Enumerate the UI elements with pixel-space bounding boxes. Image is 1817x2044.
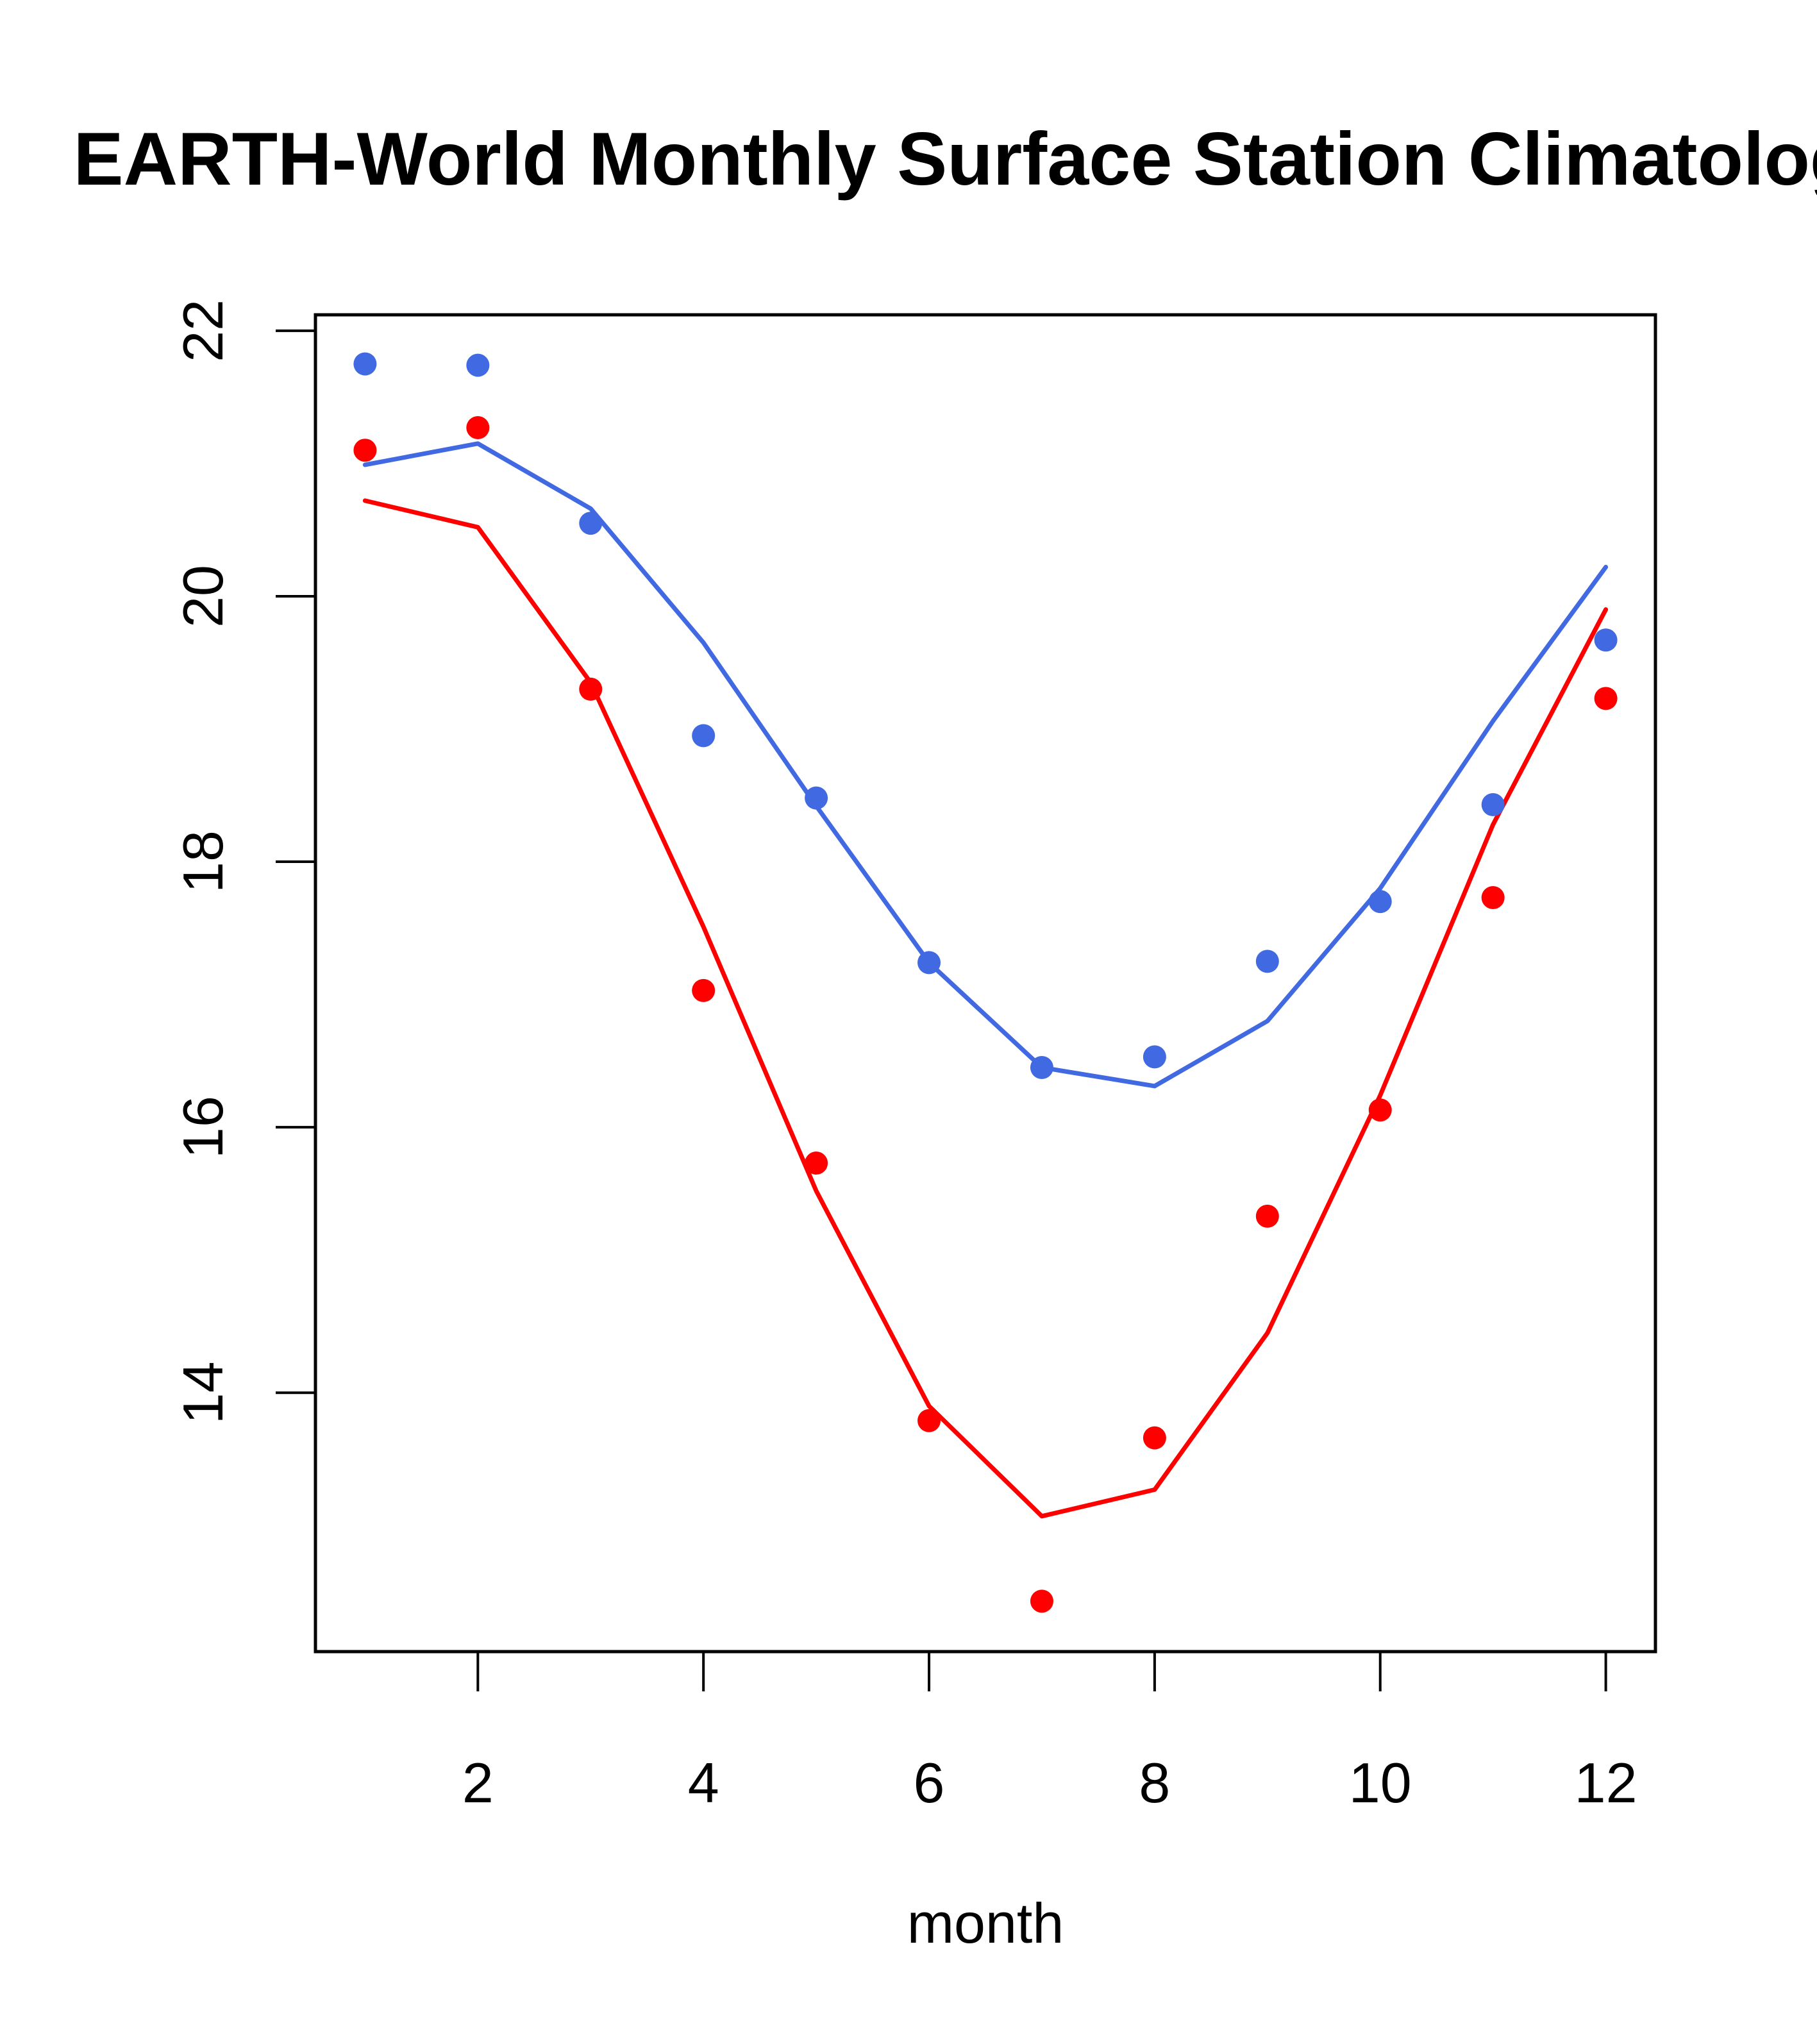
x-axis: 2 4 6 8 10 12 — [462, 1652, 1637, 1814]
blue-point — [466, 353, 490, 377]
x-tick-label: 8 — [1139, 1751, 1170, 1814]
red-point — [917, 1409, 941, 1432]
blue-point — [1143, 1045, 1166, 1069]
x-tick-label: 12 — [1575, 1751, 1637, 1814]
x-axis-label: month — [907, 1891, 1064, 1955]
blue-point — [1255, 950, 1279, 973]
red-point — [1481, 885, 1505, 909]
red-point — [1030, 1589, 1053, 1613]
red-point — [353, 439, 377, 462]
red-point — [805, 1152, 828, 1175]
x-tick-label: 6 — [914, 1751, 945, 1814]
blue-point — [353, 352, 377, 376]
red-point — [1255, 1204, 1279, 1228]
y-tick-label: 20 — [171, 565, 235, 628]
y-tick-label: 22 — [171, 299, 235, 362]
plot-frame — [314, 313, 1657, 1654]
y-axis: 14 16 18 20 22 — [171, 299, 315, 1424]
red-point — [692, 978, 716, 1002]
red-point — [466, 415, 490, 439]
blue-line-series — [362, 441, 1609, 1089]
blue-point — [917, 951, 941, 975]
series-layer — [353, 352, 1618, 1613]
y-tick-label: 16 — [171, 1096, 235, 1159]
chart-title: EARTH-World Monthly Surface Station Clim… — [74, 117, 1817, 201]
blue-point — [579, 512, 603, 535]
x-tick-label: 4 — [688, 1751, 719, 1814]
blue-point — [805, 786, 828, 810]
red-point — [1143, 1426, 1166, 1450]
blue-point — [1594, 628, 1618, 652]
red-point — [579, 677, 603, 701]
x-tick-label: 10 — [1349, 1751, 1412, 1814]
red-point — [1368, 1098, 1392, 1122]
red-point — [1594, 687, 1618, 710]
y-tick-label: 14 — [171, 1361, 235, 1424]
blue-point — [1030, 1055, 1053, 1079]
blue-point — [1481, 793, 1505, 817]
x-tick-label: 2 — [462, 1751, 494, 1814]
red-line-series — [362, 498, 1609, 1519]
y-tick-label: 18 — [171, 830, 235, 893]
blue-point — [692, 724, 716, 748]
blue-point — [1368, 890, 1392, 914]
